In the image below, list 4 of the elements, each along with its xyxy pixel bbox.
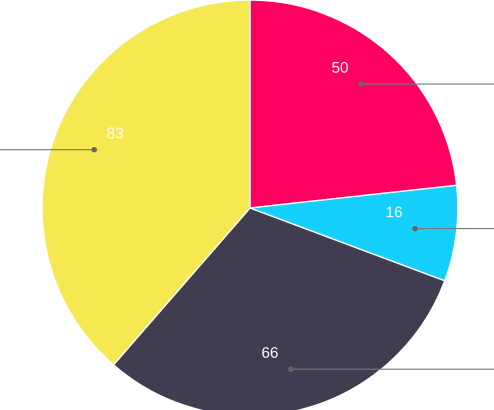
data-label: 66 <box>262 347 278 358</box>
data-label: 83 <box>107 128 124 138</box>
data-label: 16 <box>386 206 402 218</box>
data-label: 50 <box>332 62 348 73</box>
